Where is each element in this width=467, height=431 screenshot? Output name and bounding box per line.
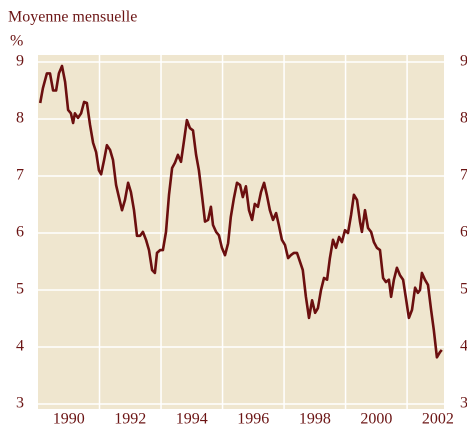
y2-tick-label: 7 xyxy=(460,167,467,184)
data-line xyxy=(38,64,443,359)
y-tick-label: 6 xyxy=(16,224,24,241)
y2-tick-label: 3 xyxy=(460,395,467,412)
x-tick-label: 2000 xyxy=(360,411,392,428)
chart-title: Moyenne mensuelle xyxy=(8,9,137,26)
y-tick-label: 5 xyxy=(16,281,24,298)
y-tick-label: 4 xyxy=(16,338,24,355)
x-tick-label: 1996 xyxy=(237,411,269,428)
x-tick-label: 1994 xyxy=(176,411,208,428)
y-tick-label: 3 xyxy=(16,395,24,412)
y2-tick-label: 5 xyxy=(460,281,467,298)
y2-tick-label: 4 xyxy=(460,338,467,355)
x-tick-label: 1992 xyxy=(114,411,146,428)
y-axis-label: % xyxy=(10,33,23,50)
y-tick-label: 7 xyxy=(16,167,24,184)
x-tick-label: 1990 xyxy=(53,411,85,428)
plot-background xyxy=(38,55,444,409)
y2-tick-label: 8 xyxy=(460,110,467,127)
y-tick-label: 8 xyxy=(16,110,24,127)
y-tick-label: 9 xyxy=(16,53,24,70)
y2-tick-label: 9 xyxy=(460,53,467,70)
x-tick-label: 1998 xyxy=(299,411,331,428)
x-tick-label: 2002 xyxy=(422,411,454,428)
y2-tick-label: 6 xyxy=(460,224,467,241)
